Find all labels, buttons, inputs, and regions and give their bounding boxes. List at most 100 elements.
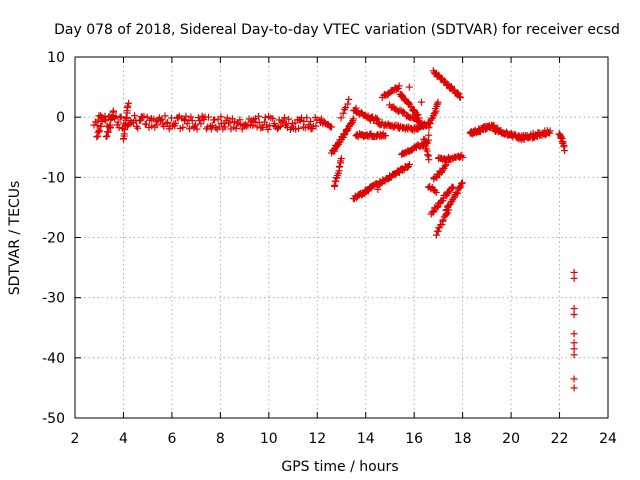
data-point	[335, 163, 343, 171]
data-point	[425, 131, 433, 139]
data-point	[337, 114, 345, 122]
data-point	[171, 119, 179, 127]
y-axis-label: SDTVAR / TECUs	[7, 181, 23, 296]
data-point	[561, 147, 569, 155]
data-point	[255, 112, 263, 120]
data-point	[115, 124, 123, 132]
data-point	[158, 115, 166, 123]
data-point	[454, 189, 462, 197]
data-point	[570, 311, 578, 319]
data-point	[560, 143, 568, 151]
data-point	[421, 138, 429, 146]
x-tick-label: 20	[502, 431, 520, 447]
x-tick-label: 12	[308, 431, 326, 447]
data-point	[349, 115, 357, 123]
data-point	[187, 113, 195, 121]
data-point	[196, 117, 204, 125]
data-point	[342, 104, 350, 112]
data-point	[570, 330, 578, 338]
data-point	[441, 77, 449, 85]
data-point	[106, 121, 114, 129]
data-point	[131, 112, 139, 120]
data-point	[303, 114, 311, 122]
data-point	[458, 179, 466, 187]
data-point	[104, 128, 112, 136]
data-point	[341, 105, 349, 113]
data-point	[341, 130, 349, 138]
data-point	[93, 121, 101, 129]
data-point	[122, 121, 130, 129]
data-point	[328, 123, 336, 131]
data-point	[98, 117, 106, 125]
data-point	[102, 117, 110, 125]
data-point	[188, 117, 196, 125]
x-tick-label: 16	[405, 431, 423, 447]
data-point	[399, 108, 407, 116]
data-point	[226, 119, 234, 127]
y-tick-label: -50	[42, 411, 65, 427]
data-point	[426, 120, 434, 128]
data-point	[431, 187, 439, 195]
data-point	[557, 133, 565, 141]
data-point	[232, 124, 240, 132]
data-point	[136, 117, 144, 125]
data-point	[108, 114, 116, 122]
data-point	[249, 122, 257, 130]
data-point	[344, 100, 352, 108]
x-tick-label: 24	[599, 431, 617, 447]
data-point	[207, 125, 215, 133]
data-point	[263, 121, 271, 129]
data-point	[148, 122, 156, 130]
data-point	[367, 116, 375, 124]
data-point	[459, 153, 467, 161]
y-tick-label: -30	[42, 291, 65, 307]
data-point	[444, 158, 452, 166]
data-point	[182, 112, 190, 120]
data-point	[352, 104, 360, 112]
y-tick-label: 10	[47, 50, 65, 66]
data-point	[424, 151, 432, 159]
data-point	[441, 162, 449, 170]
data-point	[193, 125, 201, 133]
data-point	[570, 268, 578, 276]
data-point	[269, 115, 277, 123]
data-point	[264, 125, 272, 133]
data-point	[405, 83, 413, 91]
data-point	[305, 121, 313, 129]
data-point	[331, 181, 339, 189]
data-point	[345, 95, 353, 103]
data-point	[360, 189, 368, 197]
data-point	[276, 122, 284, 130]
data-point	[183, 120, 191, 128]
data-point	[425, 156, 433, 164]
data-point	[414, 111, 422, 119]
data-point	[395, 82, 403, 90]
x-tick-label: 22	[551, 431, 569, 447]
data-point	[109, 107, 117, 115]
data-point	[339, 109, 347, 117]
data-point	[197, 120, 205, 128]
data-point	[570, 274, 578, 282]
data-point	[114, 118, 122, 126]
y-tick-label: -10	[42, 170, 65, 186]
data-point	[415, 114, 423, 122]
data-point	[432, 107, 440, 115]
data-point	[121, 126, 129, 134]
data-point	[340, 131, 348, 139]
x-tick-label: 14	[357, 431, 375, 447]
data-point	[164, 118, 172, 126]
data-point	[439, 216, 447, 224]
data-point	[570, 384, 578, 392]
data-point	[456, 93, 464, 101]
data-point	[300, 117, 308, 125]
data-point	[210, 116, 218, 124]
data-point	[185, 125, 193, 133]
data-point	[433, 174, 441, 182]
data-point	[468, 130, 476, 138]
data-point	[434, 98, 442, 106]
data-point	[122, 113, 130, 121]
data-point	[343, 126, 351, 134]
data-point	[93, 133, 101, 141]
